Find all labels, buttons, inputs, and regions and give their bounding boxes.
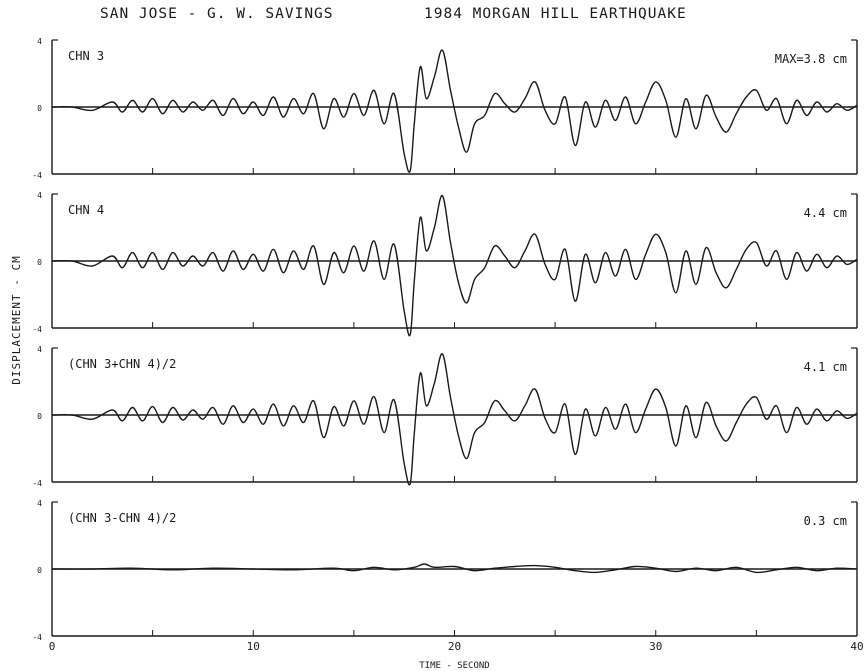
- panel-2-label: CHN 4: [68, 203, 104, 217]
- x-tick-label: 10: [247, 640, 260, 653]
- chart-title-left: SAN JOSE - G. W. SAVINGS: [100, 6, 334, 22]
- panel-4-max-label: 0.3 cm: [804, 514, 847, 528]
- panel-4-label: (CHN 3-CHN 4)/2: [68, 511, 176, 525]
- x-tick-label: 30: [649, 640, 662, 653]
- y-axis-title: DISPLACEMENT - CM: [10, 255, 23, 385]
- panel-2-ytick-top: 4: [37, 191, 42, 200]
- x-tick-label: 40: [850, 640, 863, 653]
- panel-4-series-line: [51, 563, 858, 574]
- panel-1-label: CHN 3: [68, 49, 104, 63]
- panel-2-ytick-zero: 0: [37, 258, 42, 267]
- chart-title-right: 1984 MORGAN HILL EARTHQUAKE: [424, 6, 687, 22]
- panel-4-ytick-zero: 0: [37, 566, 42, 575]
- panel-2-max-label: 4.4 cm: [804, 206, 847, 220]
- x-tick-label: 20: [448, 640, 461, 653]
- panel-1-ytick-bottom: -4: [32, 171, 42, 180]
- panel-3-ytick-zero: 0: [37, 412, 42, 421]
- panel-2-series-line: [51, 194, 858, 337]
- panel-2-ytick-bottom: -4: [32, 325, 42, 334]
- panel-4-ytick-top: 4: [37, 499, 42, 508]
- x-tick-label: 0: [49, 640, 56, 653]
- panel-1-series-line: [51, 49, 858, 173]
- panel-1-ytick-zero: 0: [37, 104, 42, 113]
- panel-3-series-line: [51, 353, 858, 486]
- panel-4-ytick-bottom: -4: [32, 633, 42, 642]
- panel-3-max-label: 4.1 cm: [804, 360, 847, 374]
- panel-1-ytick-top: 4: [37, 37, 42, 46]
- panel-3-label: (CHN 3+CHN 4)/2: [68, 357, 176, 371]
- panel-3-ytick-top: 4: [37, 345, 42, 354]
- panel-1-max-label: MAX=3.8 cm: [775, 52, 847, 66]
- panel-3-ytick-bottom: -4: [32, 479, 42, 488]
- x-axis-title: TIME - SECOND: [419, 661, 489, 671]
